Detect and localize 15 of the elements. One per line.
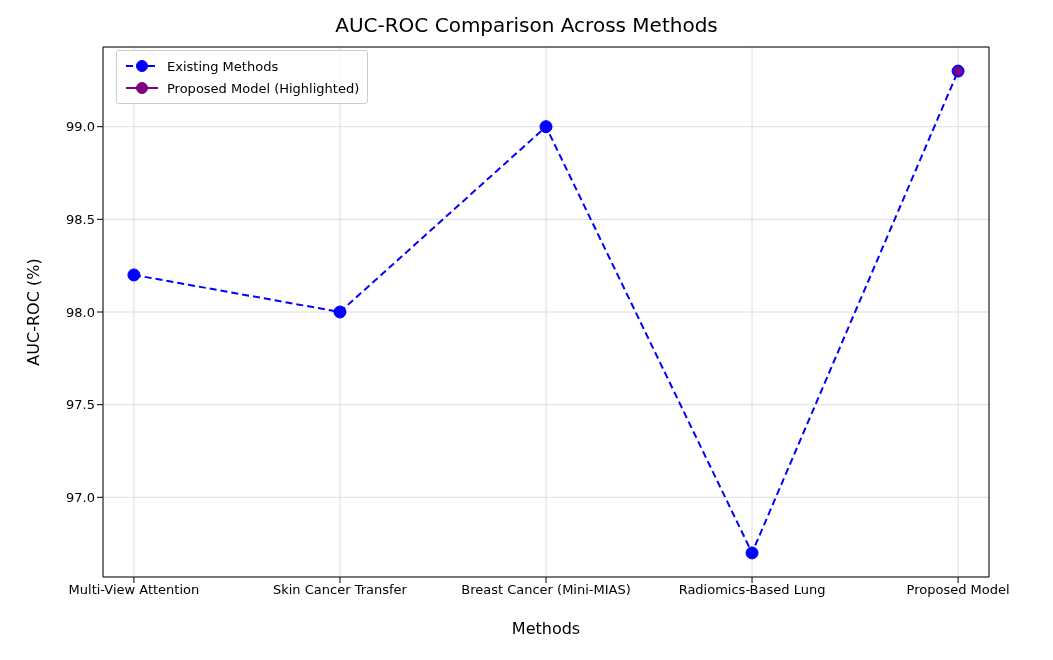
- y-tick-label: 99.0: [66, 119, 95, 135]
- legend-label: Existing Methods: [167, 58, 279, 74]
- y-axis-title: AUC-ROC (%): [23, 258, 43, 366]
- legend-label: Proposed Model (Highlighted): [167, 80, 360, 96]
- y-tick-label: 97.5: [66, 397, 95, 413]
- y-tick-label: 98.0: [66, 304, 95, 320]
- x-tick-label: Proposed Model: [906, 582, 1010, 598]
- x-tick-label: Breast Cancer (Mini-MIAS): [461, 582, 631, 598]
- x-tick-label: Skin Cancer Transfer: [272, 582, 408, 598]
- y-tick-label: 98.5: [66, 211, 95, 227]
- x-tick-label: Radiomics-Based Lung: [678, 582, 826, 598]
- y-tick-label: 97.0: [66, 489, 95, 505]
- chart-title: AUC-ROC Comparison Across Methods: [334, 12, 719, 39]
- x-tick-label: Multi-View Attention: [68, 582, 200, 598]
- x-axis-title: Methods: [511, 619, 581, 638]
